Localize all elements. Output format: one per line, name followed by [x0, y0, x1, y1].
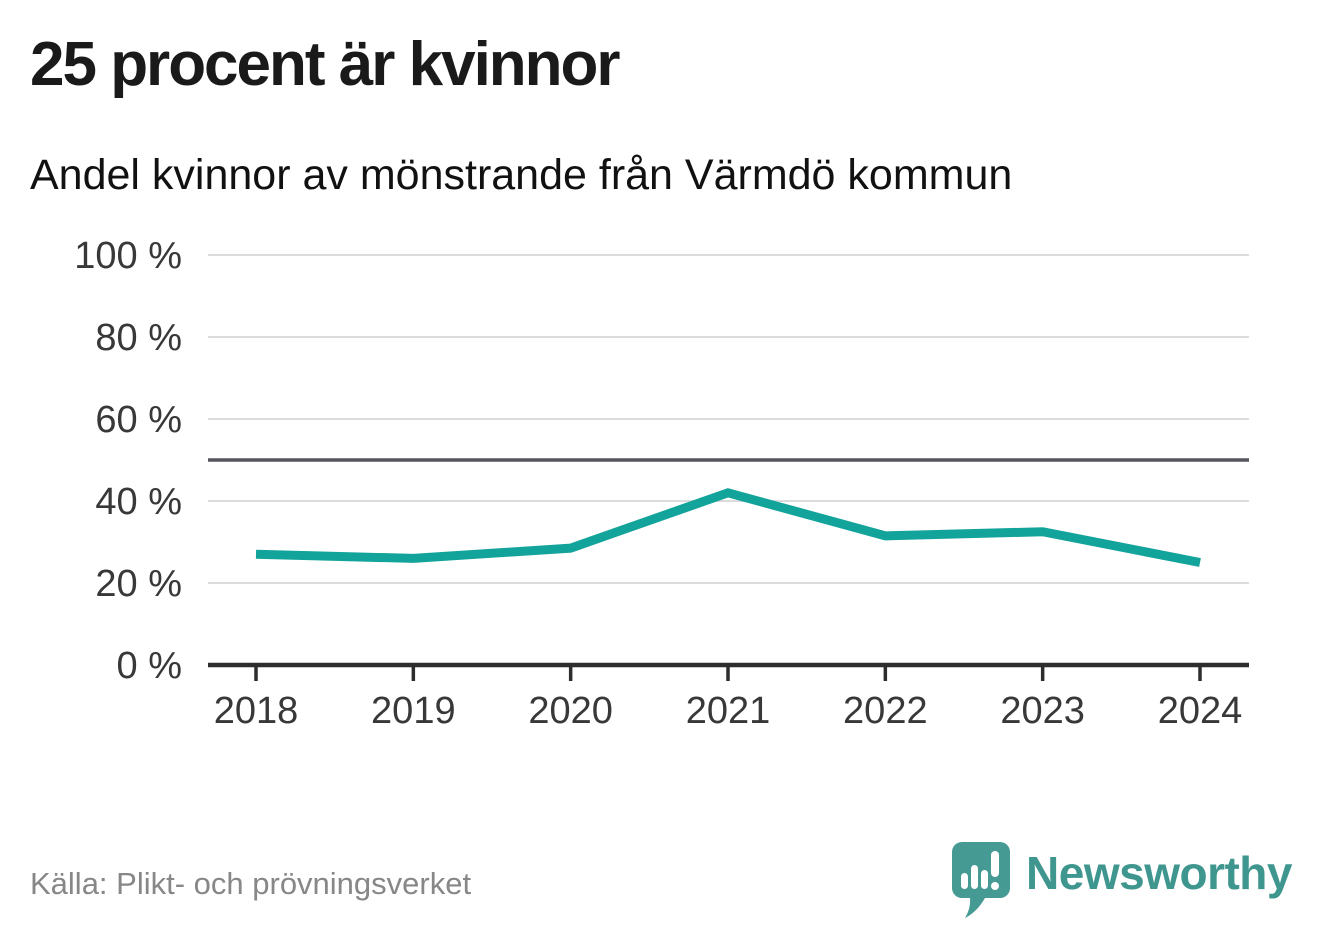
newsworthy-brand: Newsworthy [950, 840, 1292, 920]
logo-exclamation-dot [991, 882, 1000, 890]
x-axis-label: 2024 [1158, 690, 1243, 732]
x-axis-label: 2019 [371, 690, 456, 732]
x-axis-label: 2018 [214, 690, 299, 732]
x-axis-label: 2020 [528, 690, 613, 732]
y-axis-label: 20 % [95, 563, 182, 605]
x-axis-label: 2023 [1000, 690, 1085, 732]
chart-subtitle: Andel kvinnor av mönstrande från Värmdö … [30, 151, 1013, 199]
page-title: 25 procent är kvinnor [30, 30, 621, 99]
newsworthy-logo-icon [952, 842, 1011, 918]
logo-bar-3 [981, 870, 989, 889]
line-chart-canvas: 2018 2019 2020 2021 2022 2023 2024 0 % 20 % 40 % 6… [74, 235, 1249, 732]
x-axis-label: 2021 [686, 690, 771, 732]
y-axis-label: 60 % [95, 399, 182, 441]
logo-bar-1 [961, 873, 969, 889]
logo-exclamation-stem [991, 851, 1000, 877]
logo-bar-2 [971, 865, 979, 889]
y-axis-label: 40 % [95, 481, 182, 523]
y-axis-label: 100 % [74, 235, 182, 277]
source-text: Källa: Plikt- och prövningsverket [30, 866, 472, 901]
newsworthy-wordmark: Newsworthy [1026, 847, 1292, 899]
line-chart: 2018 2019 2020 2021 2022 2023 2024 0 % 20 % 40 % 6… [0, 230, 1322, 740]
y-axis-label: 0 % [117, 645, 182, 687]
data-line [255, 488, 1201, 567]
x-axis-label: 2022 [843, 690, 928, 732]
y-axis-label: 80 % [95, 317, 182, 359]
